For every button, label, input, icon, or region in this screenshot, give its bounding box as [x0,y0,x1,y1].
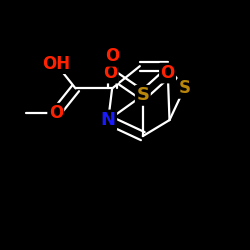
Text: O: O [103,64,117,82]
Text: OH: OH [42,55,70,73]
Text: O: O [105,47,119,65]
Text: S: S [136,86,149,104]
Text: O: O [49,104,63,122]
Text: O: O [160,64,175,82]
Text: N: N [101,111,116,129]
Text: S: S [178,80,190,98]
